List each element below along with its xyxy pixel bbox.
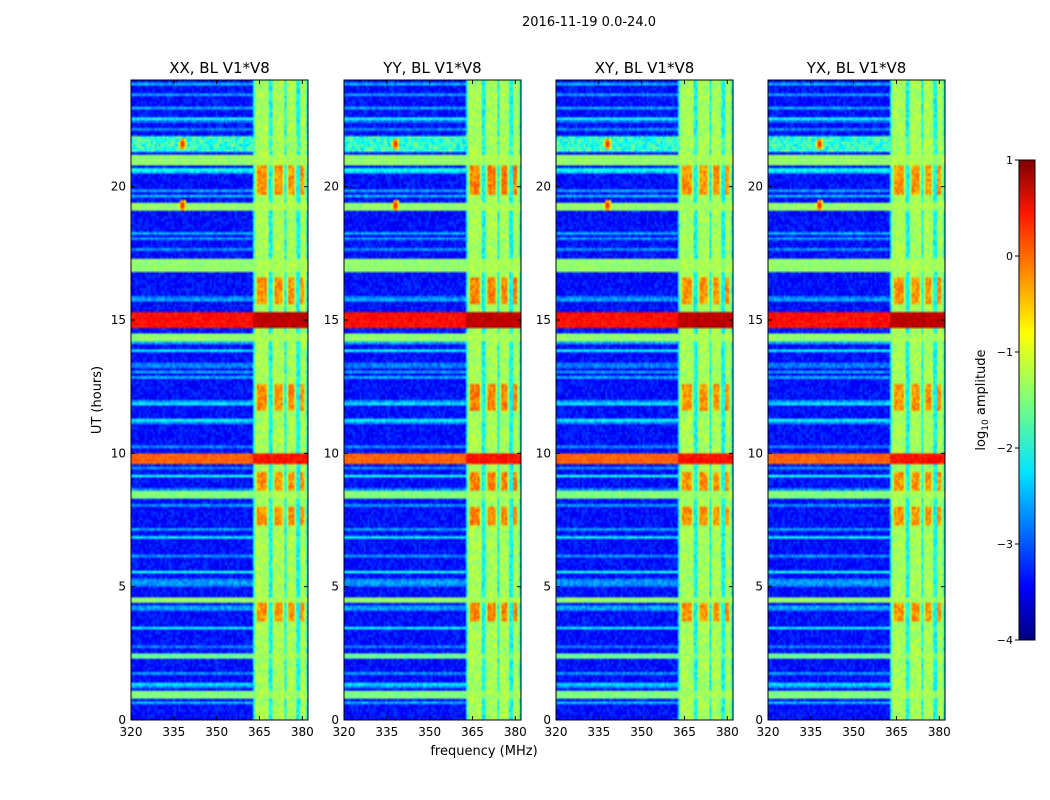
x-tick-label: 335 — [162, 725, 185, 739]
y-tick-label: 0 — [331, 713, 339, 727]
heatmap-image — [131, 80, 308, 720]
y-tick-label: 0 — [543, 713, 551, 727]
y-tick-label: 5 — [755, 580, 763, 594]
colorbar-tick-label: −4 — [997, 634, 1013, 647]
x-tick-label: 320 — [333, 725, 356, 739]
colorbar: 1 0 −1 −2 −3 −4 log10 amplitude — [974, 154, 1036, 647]
colorbar-tick-label: −2 — [997, 442, 1013, 455]
x-tick-label: 335 — [799, 725, 822, 739]
x-tick-label: 350 — [205, 725, 228, 739]
y-tick-label: 15 — [748, 313, 763, 327]
y-tick-label: 20 — [324, 180, 339, 194]
x-tick-label: 380 — [716, 725, 739, 739]
colorbar-tick-label: −3 — [997, 538, 1013, 551]
x-tick-label: 320 — [757, 725, 780, 739]
heatmap-image — [768, 80, 945, 720]
colorbar-label: log10 amplitude — [974, 349, 991, 450]
x-tick-label: 320 — [120, 725, 143, 739]
panel-xy: XY, BL V1*V8 320 335 350 365 380 0 5 10 15 20 — [536, 59, 739, 739]
y-tick-label: 10 — [536, 446, 551, 460]
plot-frame — [555, 79, 734, 721]
x-tick-label: 365 — [885, 725, 908, 739]
y-axis-label: UT (hours) — [90, 366, 105, 434]
x-tick-label: 350 — [418, 725, 441, 739]
colorbar-tick-label: 0 — [1006, 250, 1013, 263]
y-tick-label: 5 — [331, 580, 339, 594]
plot-frame — [767, 79, 946, 721]
x-axis-label: frequency (MHz) — [430, 744, 537, 759]
colorbar-tick-label: −1 — [997, 346, 1013, 359]
x-tick-label: 380 — [928, 725, 951, 739]
y-tick-label: 15 — [324, 313, 339, 327]
heatmap-image — [344, 80, 521, 720]
panel-xx: XX, BL V1*V8 320 335 350 365 380 0 5 10 15 20 — [111, 59, 314, 739]
x-tick-label: 320 — [545, 725, 568, 739]
y-tick-label: 15 — [536, 313, 551, 327]
x-tick-label: 365 — [673, 725, 696, 739]
y-tick-label: 5 — [118, 580, 126, 594]
panel-yx: YX, BL V1*V8 320 335 350 365 380 0 5 10 15 20 — [748, 59, 951, 739]
y-tick-label: 15 — [111, 313, 126, 327]
x-tick-label: 380 — [504, 725, 527, 739]
x-tick-label: 365 — [248, 725, 271, 739]
y-tick-label: 0 — [755, 713, 763, 727]
x-tick-label: 335 — [375, 725, 398, 739]
panel-title: XY, BL V1*V8 — [595, 59, 695, 77]
y-tick-label: 20 — [111, 180, 126, 194]
x-tick-label: 335 — [587, 725, 610, 739]
x-tick-label: 365 — [461, 725, 484, 739]
figure-suptitle: 2016-11-19 0.0-24.0 — [522, 15, 656, 30]
colorbar-gradient — [1018, 159, 1036, 641]
x-tick-label: 380 — [291, 725, 314, 739]
heatmap-image — [556, 80, 733, 720]
panel-title: XX, BL V1*V8 — [169, 59, 270, 77]
y-tick-label: 20 — [748, 180, 763, 194]
x-tick-label: 350 — [842, 725, 865, 739]
colorbar-tick-label: 1 — [1006, 154, 1013, 167]
y-tick-label: 10 — [748, 446, 763, 460]
plot-frame — [130, 79, 309, 721]
panel-title: YY, BL V1*V8 — [382, 59, 481, 77]
plot-frame — [343, 79, 522, 721]
y-tick-label: 5 — [543, 580, 551, 594]
panel-title: YX, BL V1*V8 — [806, 59, 907, 77]
y-tick-label: 0 — [118, 713, 126, 727]
x-tick-label: 350 — [630, 725, 653, 739]
panel-yy: YY, BL V1*V8 320 335 350 365 380 0 5 10 15 20 — [324, 59, 527, 739]
y-tick-label: 10 — [111, 446, 126, 460]
y-tick-label: 10 — [324, 446, 339, 460]
y-tick-label: 20 — [536, 180, 551, 194]
